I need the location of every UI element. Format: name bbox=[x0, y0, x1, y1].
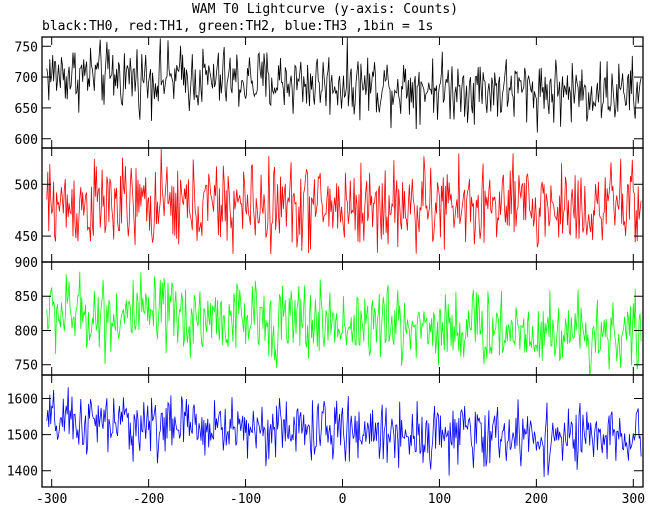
y-tick-label-th3: 1600 bbox=[7, 392, 38, 407]
x-tick-label: 200 bbox=[525, 492, 548, 505]
y-tick-label-th0: 700 bbox=[15, 71, 38, 86]
y-tick-label-th0: 600 bbox=[15, 133, 38, 148]
y-tick-label-th3: 1400 bbox=[7, 465, 38, 480]
panel-frame-th1 bbox=[41, 147, 644, 263]
series-line-th3 bbox=[46, 387, 642, 478]
panel-frame-th3 bbox=[41, 374, 644, 488]
x-tick-label: 100 bbox=[428, 492, 451, 505]
x-tick-label: -100 bbox=[230, 492, 261, 505]
y-tick-label-th2: 800 bbox=[15, 324, 38, 339]
x-tick-label: 300 bbox=[622, 492, 645, 505]
chart-title: WAM T0 Lightcurve (y-axis: Counts) bbox=[191, 2, 459, 17]
x-tick-label: -200 bbox=[133, 492, 164, 505]
chart-subtitle: black:TH0, red:TH1, green:TH2, blue:TH3 … bbox=[42, 19, 434, 34]
y-tick-label-th1: 500 bbox=[15, 178, 38, 193]
y-tick-label-th0: 650 bbox=[15, 102, 38, 117]
series-line-th0 bbox=[46, 37, 642, 133]
series-line-th2 bbox=[46, 271, 642, 375]
y-tick-label-th2: 750 bbox=[15, 359, 38, 374]
y-tick-label-th2: 900 bbox=[15, 256, 38, 271]
y-tick-label-th2: 850 bbox=[15, 290, 38, 305]
y-tick-label-th3: 1500 bbox=[7, 429, 38, 444]
y-tick-label-th1: 450 bbox=[15, 230, 38, 245]
y-tick-label-th0: 750 bbox=[15, 40, 38, 55]
series-line-th1 bbox=[46, 148, 642, 255]
x-tick-label: 0 bbox=[339, 492, 347, 505]
x-tick-label: -300 bbox=[36, 492, 67, 505]
